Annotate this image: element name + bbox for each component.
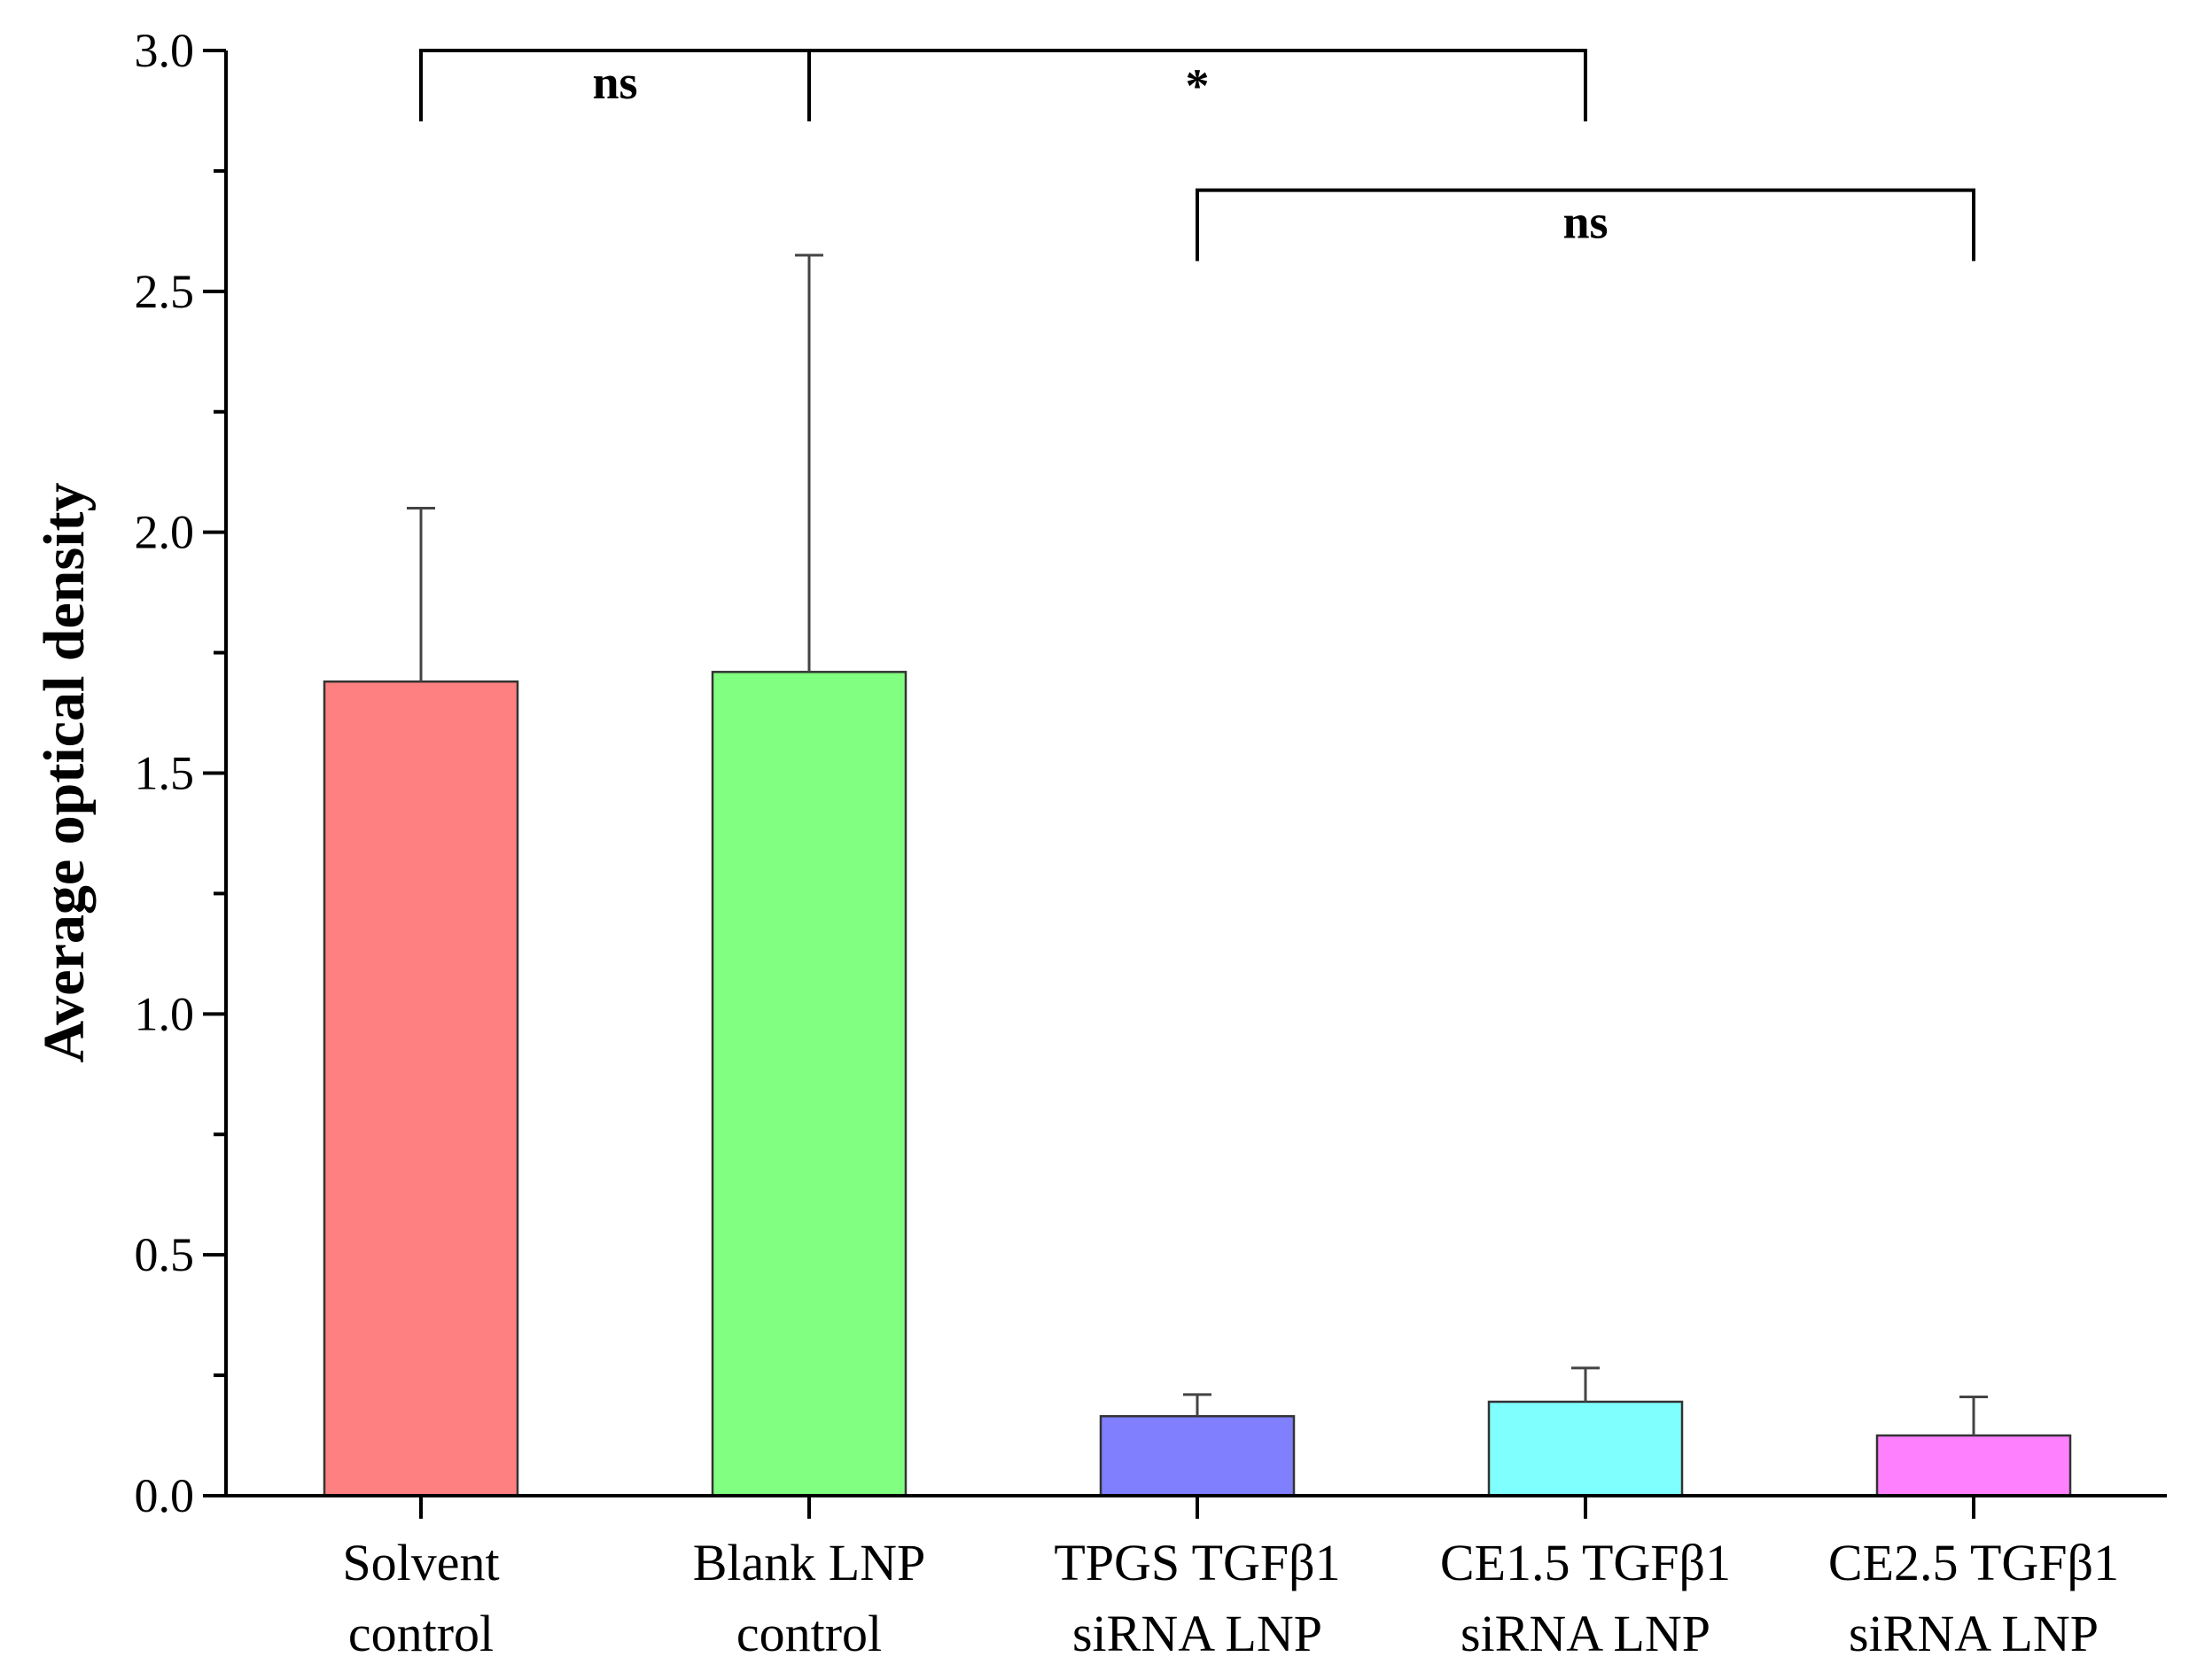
x-category-label: siRNA LNP [1461, 1605, 1710, 1662]
y-axis-title: Average optical density [32, 482, 97, 1062]
bracket-line [807, 49, 1587, 121]
y-tick-label: 1.0 [135, 987, 195, 1040]
x-category-label: Solvent [342, 1534, 499, 1591]
error-bar-2 [795, 253, 823, 673]
significance-label: * [1186, 59, 1210, 113]
y-ticks-layer: 0.0 0.5 1.0 1.5 2.0 2.5 3.0 [135, 24, 226, 1522]
x-category-label: CE1.5 TGFβ1 [1440, 1534, 1731, 1591]
bar-4 [1487, 1400, 1684, 1497]
bracket-line [1196, 188, 1975, 261]
error-bars-layer [407, 253, 1988, 1436]
x-category-label: control [736, 1605, 882, 1662]
x-category-label: CE2.5 TGFβ1 [1828, 1534, 2119, 1591]
y-tick-label: 1.5 [135, 747, 195, 800]
significance-layer: ns * ns [419, 49, 1975, 261]
significance-bracket-1: ns [419, 49, 811, 121]
significance-label: ns [592, 56, 637, 109]
x-category-label: siRNA LNP [1072, 1605, 1322, 1662]
bar-2 [711, 671, 908, 1497]
x-labels-layer: Solvent control Blank LNP control TPGS TGFβ1… [342, 1496, 2119, 1662]
significance-bracket-2: * [807, 49, 1587, 121]
bars-layer [323, 671, 2072, 1497]
error-bar-4 [1571, 1366, 1600, 1402]
x-category-label: control [348, 1605, 494, 1662]
bar-1 [323, 680, 519, 1497]
y-tick-label: 2.5 [135, 265, 195, 318]
x-category-label: TPGS TGFβ1 [1054, 1534, 1340, 1591]
y-tick-label: 0.5 [135, 1228, 195, 1281]
bar-5 [1875, 1434, 2072, 1497]
y-tick-label: 2.0 [135, 506, 195, 559]
x-category-label: Blank LNP [693, 1534, 926, 1591]
x-category-label: siRNA LNP [1849, 1605, 2099, 1662]
y-tick-label: 3.0 [135, 24, 195, 77]
error-bar-5 [1959, 1396, 1988, 1436]
bar-3 [1099, 1415, 1296, 1497]
significance-label: ns [1562, 196, 1608, 249]
error-bar-1 [407, 506, 435, 682]
error-bar-3 [1183, 1393, 1211, 1417]
y-tick-label: 0.0 [135, 1469, 195, 1522]
significance-bracket-3: ns [1196, 188, 1975, 261]
